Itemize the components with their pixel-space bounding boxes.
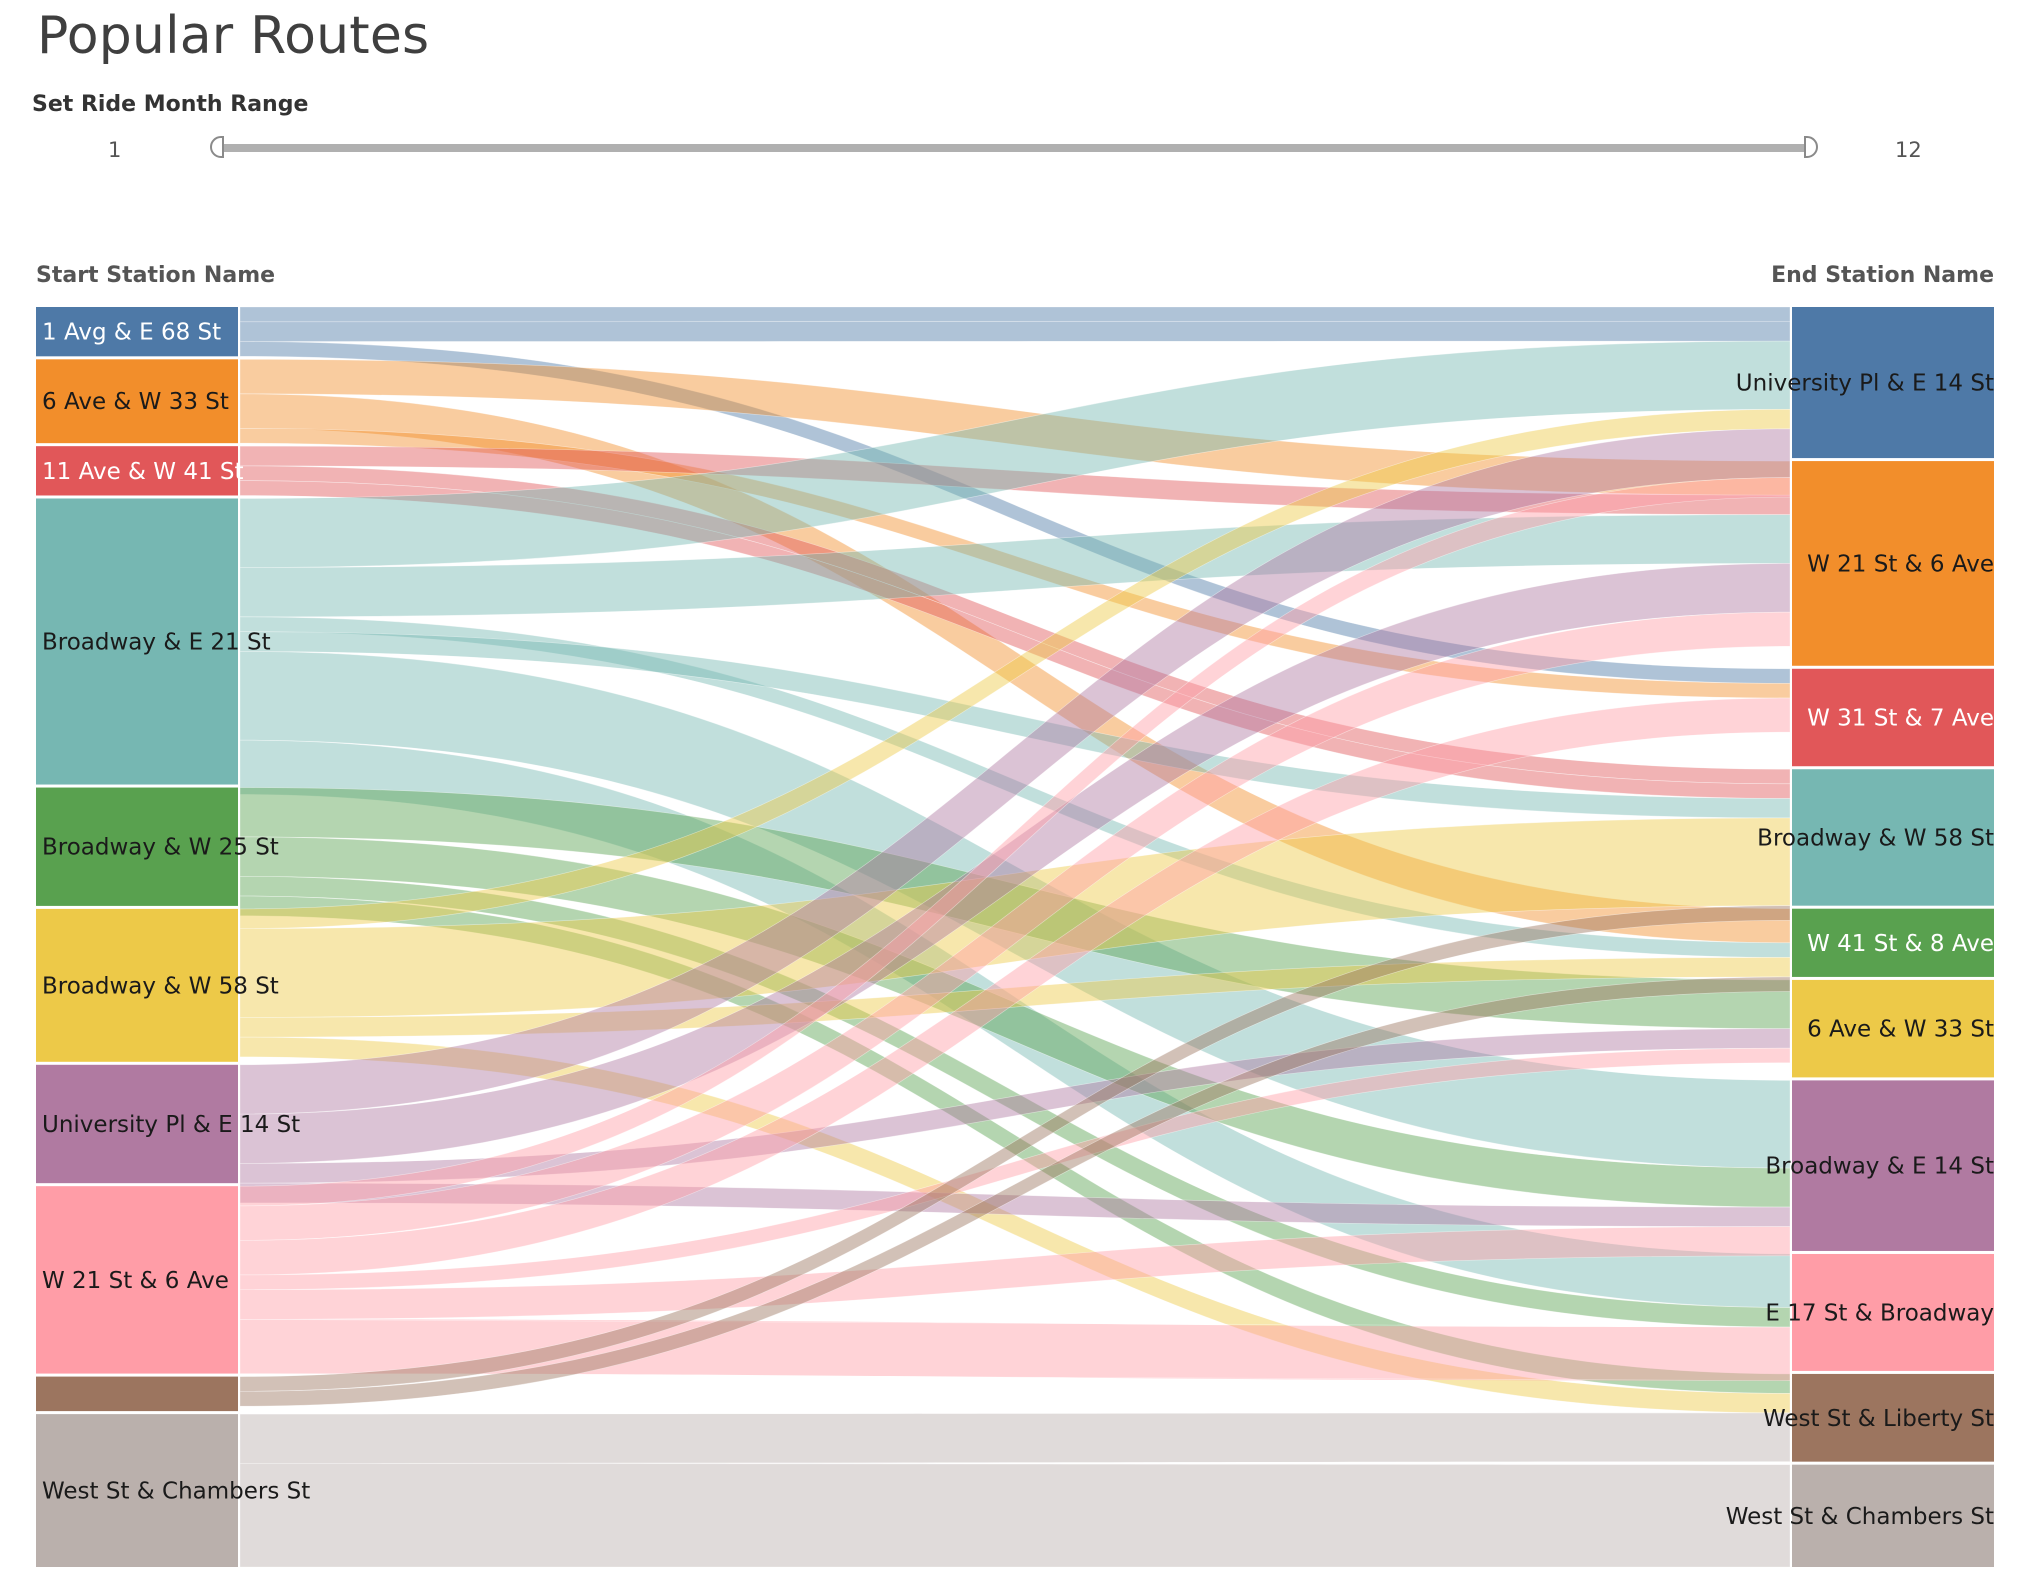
end-node-w-41-st-8-ave[interactable] [1792, 908, 1994, 977]
flow-link-0[interactable] [239, 306, 1791, 323]
start-node-west-st-chambers-st[interactable] [36, 1414, 238, 1567]
end-node-label: Broadway & W 58 St [1757, 825, 1994, 851]
flow-link-34[interactable] [239, 976, 1791, 1407]
start-node-label: Broadway & W 58 St [42, 973, 279, 999]
page-title: Popular Routes [37, 6, 430, 66]
end-node-university-pl-e-14-st[interactable] [1792, 307, 1994, 459]
end-node-label: Broadway & E 14 St [1765, 1154, 1994, 1180]
month-range-slider-track[interactable] [216, 144, 1808, 152]
month-range-max-value: 12 [1895, 138, 1922, 162]
flow-link-32[interactable] [239, 1319, 1791, 1381]
start-node-label: W 21 St & 6 Ave [42, 1268, 229, 1294]
flow-links [239, 306, 1791, 1568]
end-station-nodes: University Pl & E 14 St W 21 St & 6 Ave W … [1726, 307, 1994, 1567]
start-node-w-21-st-6-ave[interactable] [36, 1186, 238, 1374]
end-node-w-31-st-7-ave[interactable] [1792, 668, 1994, 767]
start-node-label: West St & Chambers St [42, 1479, 310, 1505]
start-node-broadway-w-25-st[interactable] [36, 787, 238, 906]
month-range-min-value: 1 [108, 138, 122, 162]
start-node-label: 11 Ave & W 41 St [42, 459, 244, 485]
start-node-label: University Pl & E 14 St [42, 1112, 300, 1138]
start-node-label: 6 Ave & W 33 St [42, 389, 229, 415]
end-node-label: 6 Ave & W 33 St [1807, 1017, 1994, 1043]
flow-link-30[interactable] [239, 1047, 1791, 1291]
start-node-broadway-w-58-st[interactable] [36, 908, 238, 1062]
end-node-label: W 21 St & 6 Ave [1807, 551, 1994, 577]
start-node-11-ave-w-41-st[interactable] [36, 446, 238, 496]
end-node-broadway-e-14-st[interactable] [1792, 1080, 1994, 1251]
end-node-label: West St & Liberty St [1763, 1406, 1994, 1432]
end-node-broadway-w-58-st[interactable] [1792, 769, 1994, 906]
end-node-label: W 31 St & 7 Ave [1807, 706, 1994, 732]
end-node-label: University Pl & E 14 St [1736, 371, 1994, 397]
start-station-axis-title: Start Station Name [36, 263, 275, 288]
end-node-label: W 41 St & 8 Ave [1807, 931, 1994, 957]
month-range-start-handle[interactable] [210, 136, 224, 158]
flow-link-1[interactable] [239, 321, 1791, 342]
start-node-label: Broadway & E 21 St [42, 630, 271, 656]
end-node-6-ave-w-33-st[interactable] [1792, 979, 1994, 1078]
start-node-unlabeled[interactable] [36, 1376, 238, 1412]
start-node-1-avg-e-68-st[interactable] [36, 307, 238, 357]
end-station-axis-title: End Station Name [1771, 263, 1994, 288]
month-range-filter-label: Set Ride Month Range [32, 92, 309, 117]
month-range-end-handle[interactable] [1804, 136, 1818, 158]
start-node-label: Broadway & W 25 St [42, 835, 279, 861]
flow-link-29[interactable] [239, 697, 1791, 1276]
start-node-broadway-e-21-st[interactable] [36, 498, 238, 785]
end-node-label: West St & Chambers St [1726, 1504, 1994, 1530]
end-node-west-st-chambers-st[interactable] [1792, 1464, 1994, 1567]
end-node-e-17-st-broadway[interactable] [1792, 1253, 1994, 1371]
start-station-nodes: 1 Avg & E 68 St 6 Ave & W 33 St 11 Ave & W… [36, 307, 310, 1567]
end-node-west-st-liberty-st[interactable] [1792, 1373, 1994, 1462]
flow-link-28[interactable] [239, 611, 1791, 1241]
flow-link-31[interactable] [239, 1226, 1791, 1320]
start-node-6-ave-w-33-st[interactable] [36, 359, 238, 444]
flow-link-33[interactable] [239, 905, 1791, 1392]
end-node-w-21-st-6-ave[interactable] [1792, 461, 1994, 666]
start-node-university-pl-e-14-st[interactable] [36, 1064, 238, 1184]
start-node-label: 1 Avg & E 68 St [42, 320, 221, 346]
flow-link-35[interactable] [239, 1412, 1791, 1464]
flow-link-27[interactable] [239, 477, 1791, 1207]
end-node-label: E 17 St & Broadway [1765, 1300, 1994, 1326]
flow-link-36[interactable] [239, 1463, 1791, 1568]
